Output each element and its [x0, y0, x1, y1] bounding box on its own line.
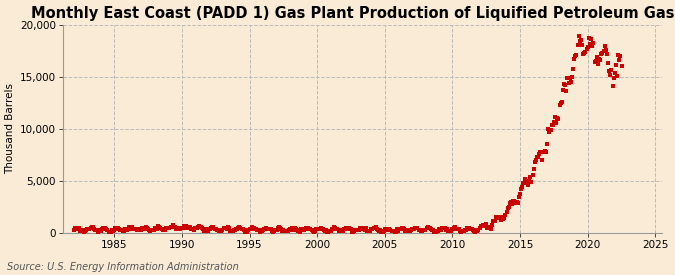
Y-axis label: Thousand Barrels: Thousand Barrels: [5, 83, 16, 174]
Text: Source: U.S. Energy Information Administration: Source: U.S. Energy Information Administ…: [7, 262, 238, 272]
Title: Monthly East Coast (PADD 1) Gas Plant Production of Liquified Petroleum Gases: Monthly East Coast (PADD 1) Gas Plant Pr…: [31, 6, 675, 21]
